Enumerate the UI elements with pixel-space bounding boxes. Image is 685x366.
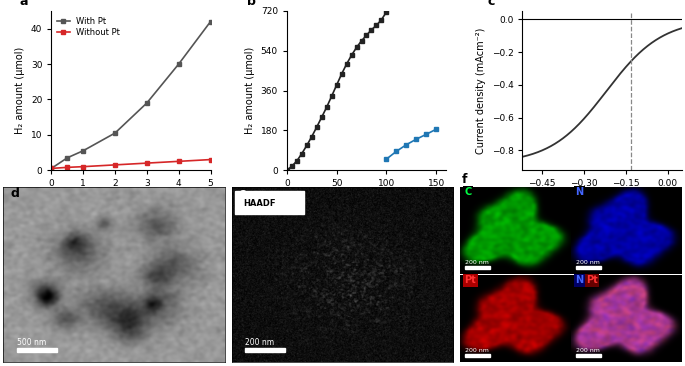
Legend: With Pt, Without Pt: With Pt, Without Pt xyxy=(55,15,122,39)
Without Pt xyxy=(142,161,151,165)
Text: 200 nm: 200 nm xyxy=(576,348,600,353)
Bar xyxy=(466,266,490,269)
X-axis label: Time (h): Time (h) xyxy=(110,194,151,204)
Text: C: C xyxy=(464,187,472,197)
Text: 200 nm: 200 nm xyxy=(576,260,600,265)
Text: a: a xyxy=(20,0,28,8)
Text: d: d xyxy=(10,187,19,200)
Line: With Pt: With Pt xyxy=(49,19,213,171)
Text: Pt: Pt xyxy=(464,275,476,285)
Text: b: b xyxy=(247,0,256,8)
Bar xyxy=(576,354,601,357)
Without Pt xyxy=(79,164,87,169)
With Pt xyxy=(79,149,87,153)
X-axis label: Overpotential (V vs. RHE): Overpotential (V vs. RHE) xyxy=(540,194,664,204)
Without Pt xyxy=(47,166,55,171)
Line: Without Pt: Without Pt xyxy=(49,157,213,171)
Without Pt xyxy=(63,165,71,169)
Without Pt xyxy=(175,159,183,164)
Bar xyxy=(245,348,285,352)
With Pt xyxy=(175,62,183,66)
With Pt xyxy=(142,101,151,105)
Text: N: N xyxy=(575,275,584,285)
Bar xyxy=(576,266,601,269)
FancyBboxPatch shape xyxy=(235,191,303,214)
Text: e: e xyxy=(238,187,247,200)
Y-axis label: H₂ amount (μmol): H₂ amount (μmol) xyxy=(245,47,255,134)
With Pt xyxy=(47,166,55,171)
Without Pt xyxy=(206,157,214,162)
Text: c: c xyxy=(488,0,495,8)
Bar xyxy=(16,348,57,352)
Y-axis label: Current density (mAcm⁻²): Current density (mAcm⁻²) xyxy=(476,27,486,154)
Text: f: f xyxy=(461,173,466,186)
With Pt xyxy=(63,156,71,160)
Text: 200 nm: 200 nm xyxy=(466,260,489,265)
Bar xyxy=(466,354,490,357)
Text: HAADF: HAADF xyxy=(242,199,275,208)
Text: Pt: Pt xyxy=(586,275,598,285)
Text: N: N xyxy=(575,187,584,197)
Text: 500 nm: 500 nm xyxy=(16,338,46,347)
Without Pt xyxy=(111,163,119,167)
X-axis label: Time (h): Time (h) xyxy=(346,194,387,204)
Text: 200 nm: 200 nm xyxy=(245,338,274,347)
With Pt xyxy=(206,19,214,24)
Y-axis label: H₂ amount (μmol): H₂ amount (μmol) xyxy=(15,47,25,134)
Text: 200 nm: 200 nm xyxy=(466,348,489,353)
With Pt xyxy=(111,131,119,135)
